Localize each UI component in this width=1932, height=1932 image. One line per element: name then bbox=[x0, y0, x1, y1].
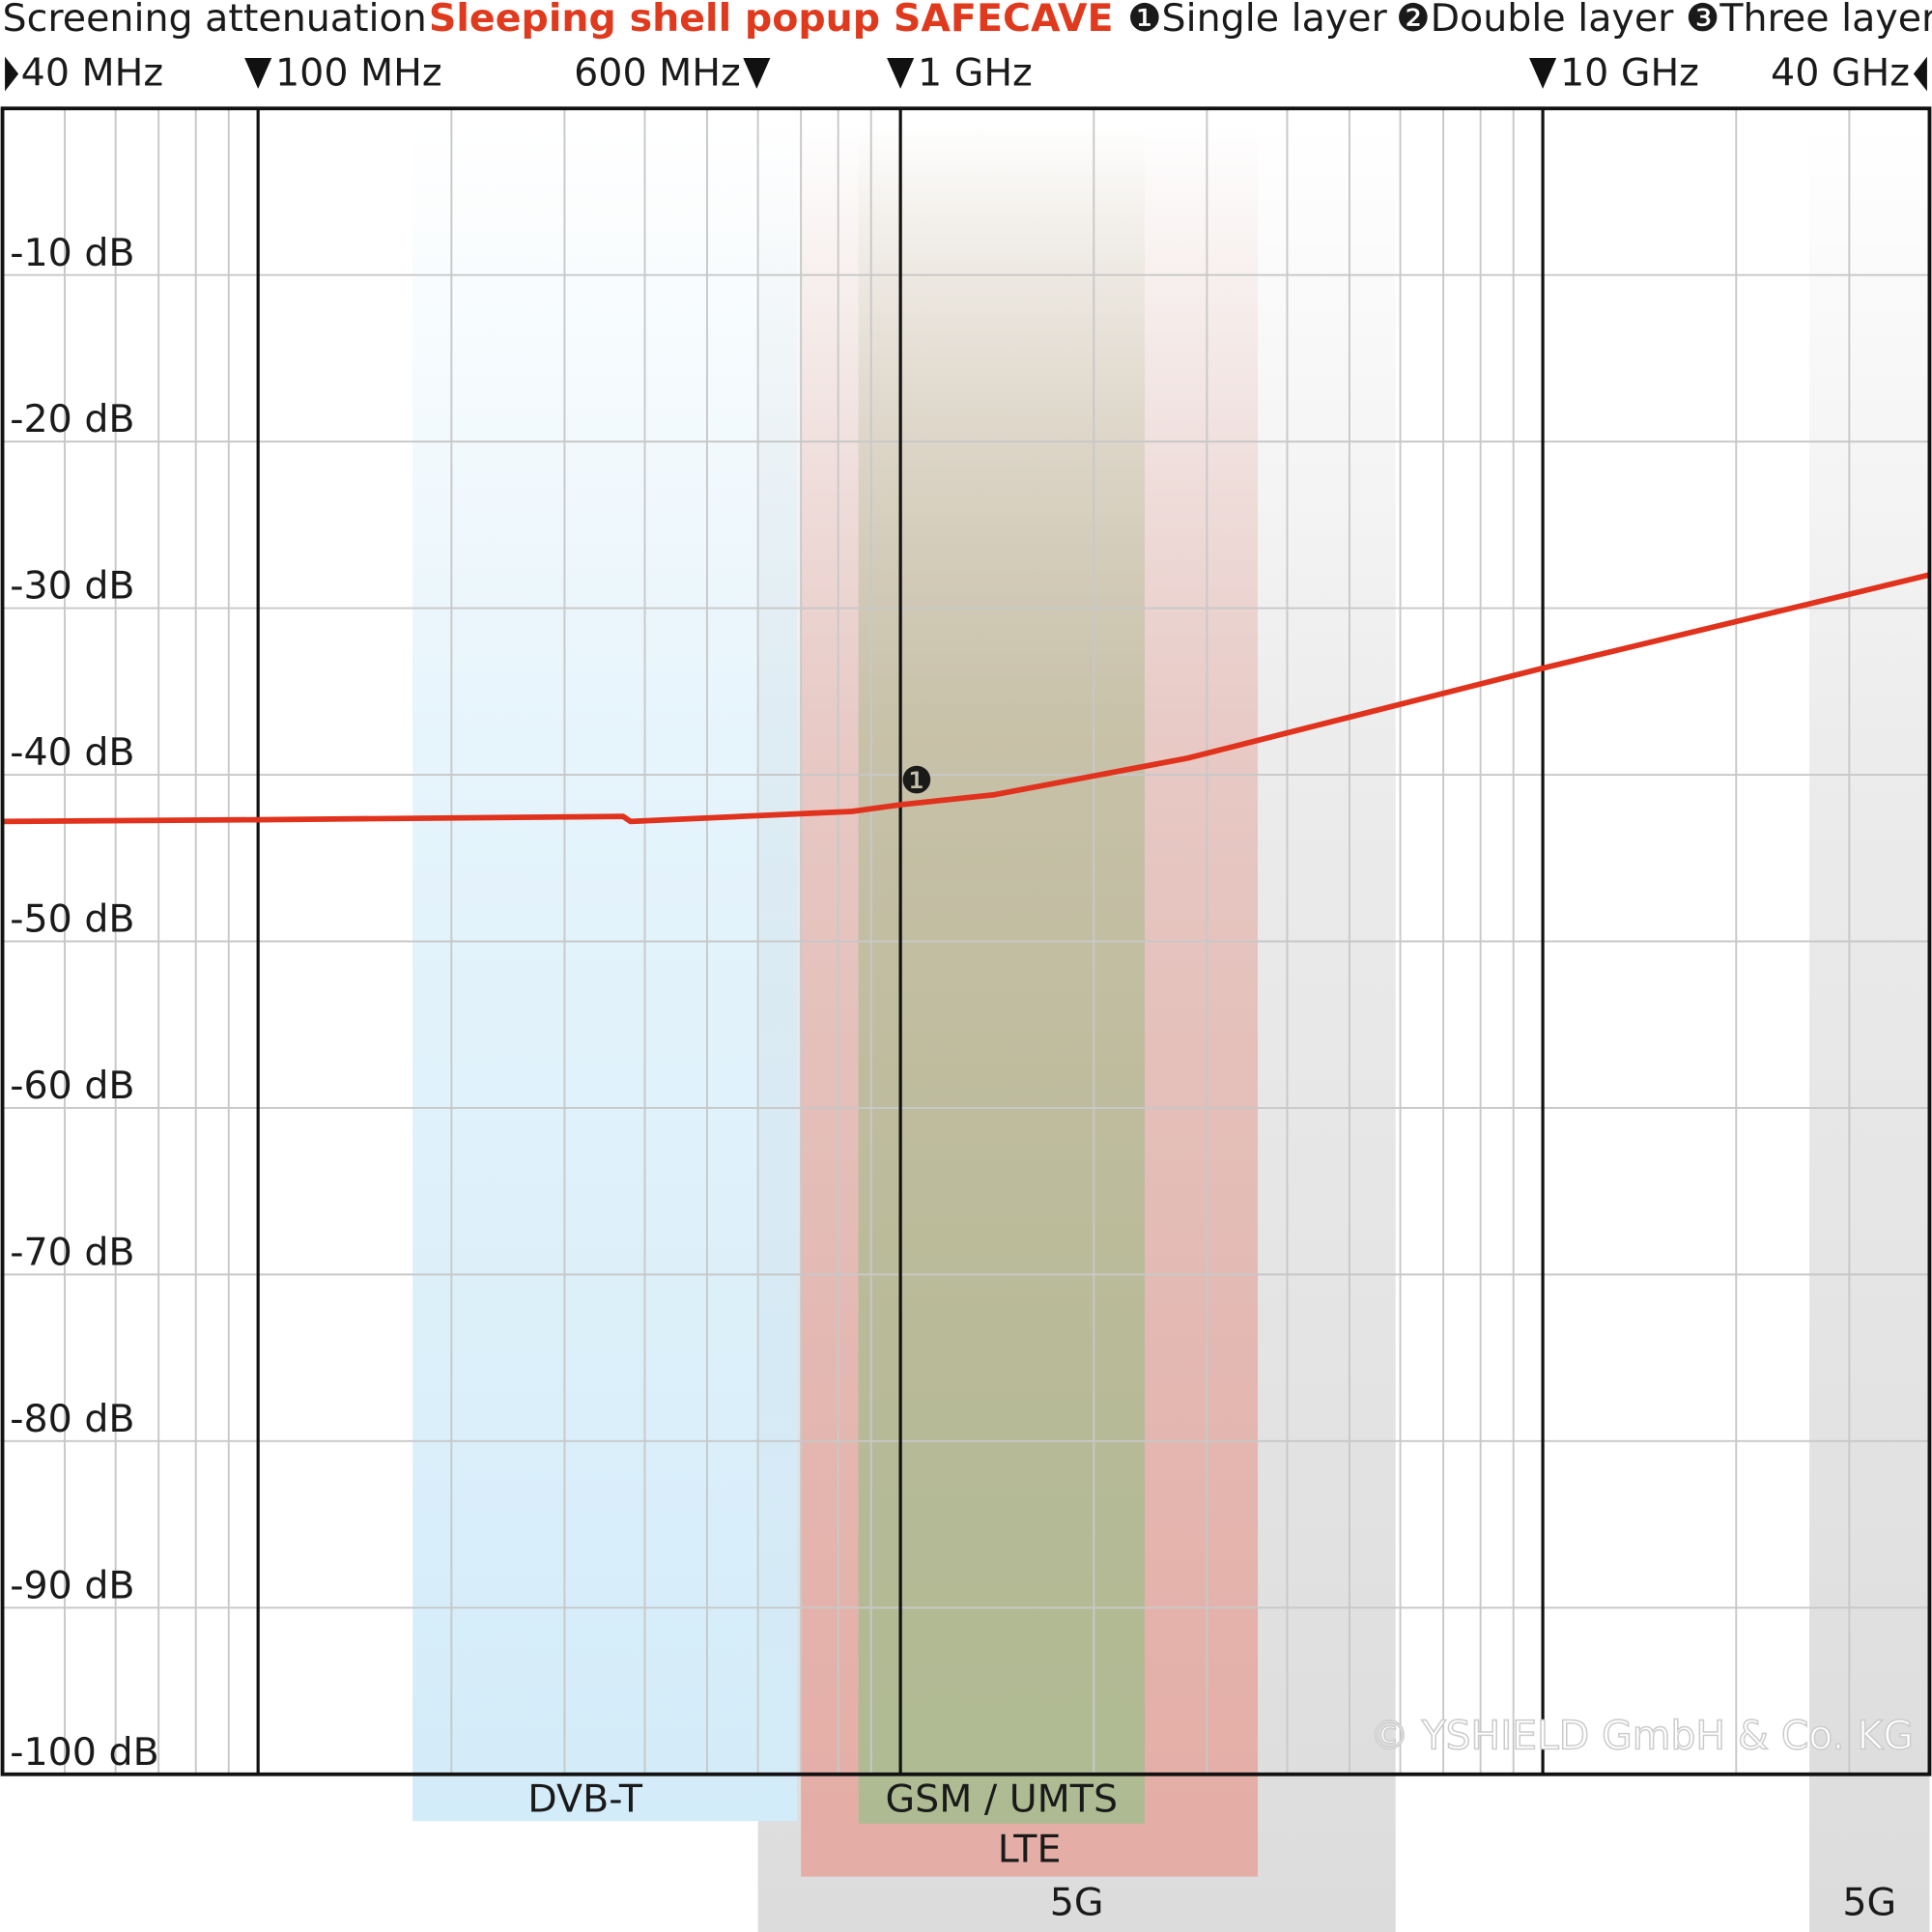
y-tick-label: -50 dB bbox=[10, 897, 134, 942]
y-tick-label: -90 dB bbox=[10, 1563, 134, 1607]
tick-marker bbox=[1529, 57, 1557, 89]
legend-note: ❸Three layer bbox=[1686, 0, 1932, 41]
x-tick-label: 40 MHz bbox=[21, 50, 163, 95]
watermark: © YSHIELD GmbH & Co. KG bbox=[1370, 1713, 1914, 1759]
grid bbox=[2, 108, 1930, 1776]
band-label: DVB-T bbox=[527, 1776, 643, 1821]
bands: 5G 5G DVB-T LTE GSM / UMTS bbox=[412, 123, 1930, 1932]
band-label: 5G bbox=[1050, 1880, 1104, 1924]
tick-marker bbox=[244, 57, 272, 89]
y-tick-label: -70 dB bbox=[10, 1230, 134, 1274]
y-tick-label: -30 dB bbox=[10, 564, 134, 609]
legend-note: ❷Double layer bbox=[1396, 0, 1674, 41]
plot-frame bbox=[0, 106, 1932, 1776]
x-tick-label: 40 GHz bbox=[1771, 50, 1910, 95]
plot bbox=[2, 572, 1931, 825]
frequency-band bbox=[412, 123, 797, 1822]
band-label: 5G bbox=[1842, 1880, 1896, 1924]
y-tick-label: -10 dB bbox=[10, 231, 134, 275]
y-tick-label: -100 dB bbox=[10, 1730, 158, 1775]
x-tick-label: 600 MHz bbox=[574, 50, 741, 95]
x-tick-label: 100 MHz bbox=[275, 50, 442, 95]
chart-subtitle: Sleeping shell popup SAFECAVE bbox=[429, 0, 1114, 41]
tick-marker bbox=[1913, 56, 1927, 92]
band-label: GSM / UMTS bbox=[885, 1776, 1118, 1821]
tick-marker bbox=[743, 57, 771, 89]
y-tick-label: -60 dB bbox=[10, 1064, 134, 1108]
tick-marker bbox=[5, 56, 19, 92]
annotation: ❶ bbox=[900, 759, 933, 803]
chart-title: Screening attenuation bbox=[3, 0, 427, 41]
legend-note: ❶Single layer bbox=[1127, 0, 1387, 41]
series-line bbox=[2, 572, 1931, 825]
y-tick-label: -80 dB bbox=[10, 1397, 134, 1441]
tick-marker bbox=[887, 57, 915, 89]
y-tick-label: -40 dB bbox=[10, 730, 134, 775]
frequency-band bbox=[1809, 123, 1930, 1932]
frequency-band bbox=[858, 123, 1145, 1824]
x-tick-label: 10 GHz bbox=[1560, 50, 1699, 95]
band-label: LTE bbox=[998, 1828, 1062, 1872]
y-tick-label: -20 dB bbox=[10, 397, 134, 441]
x-tick-label: 1 GHz bbox=[918, 50, 1033, 95]
